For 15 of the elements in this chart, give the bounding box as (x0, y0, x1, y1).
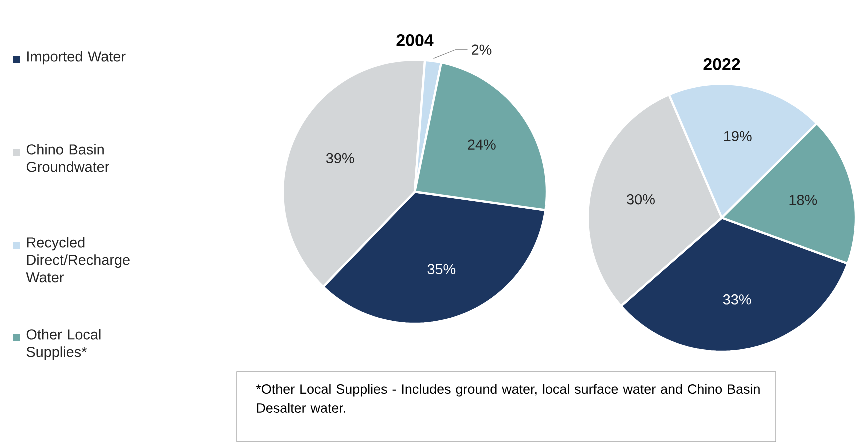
legend-label: Other Local Supplies* (26, 329, 101, 360)
data-label: 35% (428, 264, 456, 274)
data-label: 30% (627, 194, 655, 205)
data-label: 33% (723, 294, 752, 305)
chart-title: 2022 (704, 58, 740, 70)
chart-title: 2004 (396, 34, 434, 46)
data-label: 18% (790, 195, 818, 206)
data-label: 2% (472, 44, 492, 55)
text: *Other Local Supplies - Includes ground water, local surface water and Chino Basin Desalter water. (256, 384, 760, 413)
legend-label: Imported Water (28, 51, 126, 65)
legend-label: Recycled Direct/Recharge Water (26, 237, 130, 283)
data-label: 19% (724, 131, 752, 142)
data-label: 24% (468, 140, 496, 150)
legend-label: Chino Basin Groundwater (26, 144, 110, 172)
data-label: 39% (326, 153, 354, 164)
